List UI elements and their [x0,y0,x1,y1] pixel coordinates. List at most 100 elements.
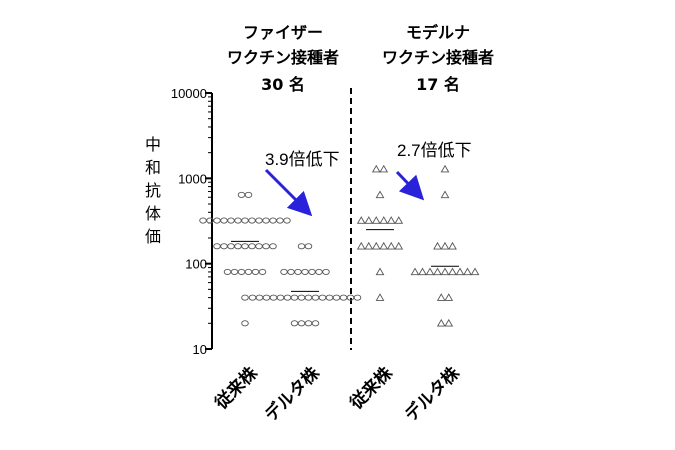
fold-reduction-label-pfizer: 3.9倍低下 [265,150,340,169]
data-point-circle [241,243,249,250]
data-point-circle [276,217,284,224]
data-point-circle [269,294,278,301]
data-point-triangle [379,164,389,173]
y-tick-label: 100 [185,257,207,272]
data-point-triangle [386,216,396,224]
data-point-circle [234,243,242,250]
data-point-triangle [375,190,385,199]
data-point-circle [223,268,232,275]
data-point-triangle [470,267,480,276]
data-point-circle [199,217,207,224]
data-point-circle [339,294,348,301]
group-title-moderna-line1: モデルナ [406,23,470,42]
group-title-pfizer-line3: 30 名 [261,75,305,94]
data-point-circle [332,294,341,301]
data-point-circle [248,217,256,224]
data-point-circle [241,294,249,301]
data-point-triangle [356,241,366,250]
data-point-circle [241,320,249,327]
y-tick-label: 10000 [171,86,207,101]
data-point-circle [304,320,313,327]
data-point-circle [227,217,235,224]
x-category-label-pfizer-original: 従来株 [210,362,262,414]
data-point-circle [248,294,257,301]
data-point-circle [244,268,253,275]
data-point-circle [322,268,330,275]
data-point-triangle [371,216,381,224]
data-point-circle [244,191,253,198]
data-point-circle [262,243,270,250]
data-point-circle [255,243,263,250]
group-title-pfizer-line1: ファイザー [243,23,323,42]
data-point-triangle [463,267,472,276]
data-point-triangle [440,164,450,173]
y-axis-label-char-5: 価 [145,227,161,246]
data-point-circle [269,243,277,250]
data-point-circle [269,217,277,224]
data-point-triangle [455,267,465,276]
data-point-triangle [440,190,450,199]
data-point-triangle [364,216,374,224]
data-point-triangle [440,241,450,250]
data-point-circle [220,217,228,224]
data-point-triangle [371,164,381,173]
data-point-triangle [425,267,435,276]
data-point-circle [311,294,320,301]
x-category-label-moderna-original: 従来株 [345,362,397,414]
data-point-circle [262,294,271,301]
y-axis-label-char-1: 中 [145,135,161,154]
data-point-triangle [448,267,457,276]
x-category-label-moderna-delta: デルタ株 [401,362,465,426]
data-point-circle [304,243,313,250]
data-points [199,164,480,327]
data-point-circle [248,243,256,250]
data-point-triangle [394,241,404,250]
data-point-circle [297,320,306,327]
data-point-triangle [379,241,389,250]
data-point-triangle [375,267,385,276]
data-point-circle [230,268,239,275]
data-point-circle [308,268,316,275]
data-point-circle [290,320,299,327]
data-point-circle [234,217,242,224]
data-point-circle [283,217,291,224]
data-point-circle [280,268,288,275]
y-axis-label-char-4: 体 [145,204,161,223]
fold-reduction-arrow-pfizer [264,168,313,217]
data-point-circle [262,217,270,224]
data-point-circle [297,294,306,301]
data-point-circle [227,243,235,250]
y-axis-label-char-2: 和 [145,158,161,177]
data-point-circle [255,217,263,224]
data-point-circle [251,268,260,275]
data-point-triangle [356,216,366,224]
data-point-circle [237,268,246,275]
data-point-circle [213,217,221,224]
data-point-circle [325,294,334,301]
data-point-triangle [371,241,381,250]
data-point-circle [318,294,327,301]
data-point-circle [297,243,306,250]
data-point-circle [290,294,299,301]
data-point-circle [287,268,295,275]
data-point-circle [294,268,302,275]
data-point-circle [311,320,320,327]
group-title-moderna-line2: ワクチン接種者 [382,48,494,67]
data-point-triangle [440,267,450,276]
y-tick-label: 1000 [178,171,207,186]
data-point-triangle [433,241,442,250]
group-title-moderna-line3: 17 名 [416,75,460,94]
data-point-triangle [444,293,454,301]
data-point-circle [241,217,249,224]
fold-reduction-label-moderna: 2.7倍低下 [397,141,472,160]
data-point-triangle [418,267,427,276]
data-point-triangle [379,216,389,224]
data-point-circle [276,294,285,301]
data-point-triangle [394,216,404,224]
data-point-circle [315,268,323,275]
data-point-circle [353,294,362,301]
data-point-circle [220,243,228,250]
data-point-circle [304,294,313,301]
